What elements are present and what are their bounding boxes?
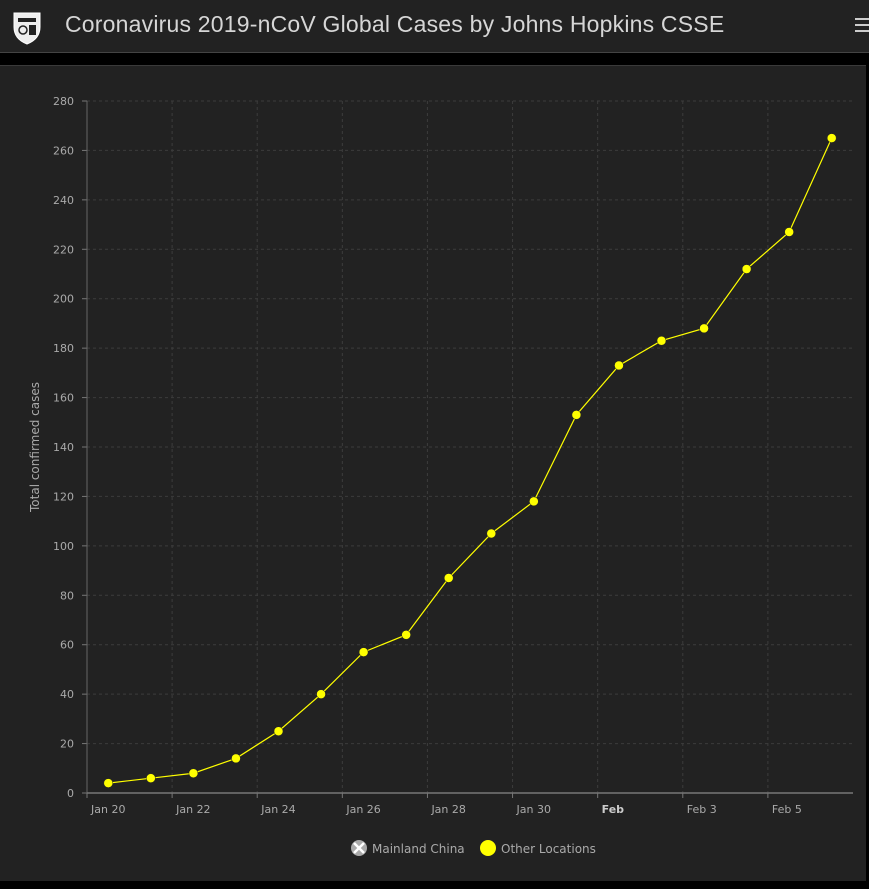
data-point bbox=[443, 573, 454, 583]
x-tick-label: Jan 24 bbox=[260, 803, 295, 816]
legend-label-other-locations: Other Locations bbox=[501, 842, 596, 856]
data-point bbox=[571, 410, 582, 420]
data-point bbox=[316, 689, 326, 699]
jhu-shield-logo bbox=[13, 12, 41, 45]
data-point bbox=[146, 773, 156, 783]
x-mark bbox=[353, 842, 365, 854]
data-point bbox=[358, 647, 369, 657]
x-tick-label: Jan 20 bbox=[90, 803, 125, 816]
data-point bbox=[656, 335, 667, 346]
y-tick-label: 120 bbox=[53, 490, 74, 503]
data-point bbox=[188, 768, 199, 778]
y-tick-label: 100 bbox=[53, 540, 74, 553]
y-tick-label: 240 bbox=[53, 194, 74, 207]
legend-marker-other-locations bbox=[480, 840, 496, 856]
legend-item-mainland-china[interactable] bbox=[351, 840, 367, 856]
data-point bbox=[401, 630, 411, 640]
y-tick-label: 220 bbox=[53, 243, 74, 256]
y-tick-label: 0 bbox=[67, 787, 74, 800]
x-tick-label: Jan 22 bbox=[175, 803, 210, 816]
y-tick-label: 140 bbox=[53, 441, 74, 454]
data-point bbox=[273, 726, 284, 736]
y-tick-label: 40 bbox=[60, 688, 74, 701]
hamburger-icon[interactable] bbox=[855, 14, 869, 36]
chart-panel: 0 20 40 60 80 100 120 140 160 180 200 220 240 260 280 J… bbox=[0, 65, 866, 881]
data-point bbox=[614, 360, 624, 371]
app-title: Coronavirus 2019-nCoV Global Cases by Jo… bbox=[65, 11, 725, 37]
y-tick-label: 200 bbox=[53, 293, 74, 306]
data-point bbox=[231, 753, 241, 764]
x-tick-label: Feb 5 bbox=[772, 803, 802, 816]
x-tick-label: Feb bbox=[602, 803, 625, 816]
legend-label-mainland-china: Mainland China bbox=[372, 842, 465, 856]
data-point bbox=[529, 496, 539, 507]
data-point bbox=[784, 227, 794, 237]
x-tick-label: Jan 28 bbox=[430, 803, 465, 816]
app-header: Coronavirus 2019-nCoV Global Cases by Jo… bbox=[0, 0, 869, 53]
line-chart: 0 20 40 60 80 100 120 140 160 180 200 220 240 260 280 J… bbox=[28, 95, 853, 856]
x-tick-label: Jan 30 bbox=[516, 803, 551, 816]
y-tick-label: 160 bbox=[53, 392, 74, 405]
data-point bbox=[741, 264, 752, 274]
data-point bbox=[826, 133, 837, 143]
series-line-other-locations bbox=[108, 137, 833, 784]
y-tick-label: 60 bbox=[60, 639, 74, 652]
y-tick-label: 180 bbox=[53, 342, 74, 355]
data-point bbox=[699, 323, 709, 334]
x-tick-label: Jan 26 bbox=[345, 803, 380, 816]
y-tick-label: 20 bbox=[60, 738, 74, 751]
y-axis-title: Total confirmed cases bbox=[28, 382, 42, 513]
y-tick-label: 80 bbox=[60, 589, 74, 602]
y-tick-label: 280 bbox=[53, 95, 74, 108]
data-point bbox=[486, 528, 497, 539]
y-tick-label: 260 bbox=[53, 144, 74, 157]
x-tick-label: Feb 3 bbox=[687, 803, 717, 816]
data-point bbox=[103, 778, 114, 788]
